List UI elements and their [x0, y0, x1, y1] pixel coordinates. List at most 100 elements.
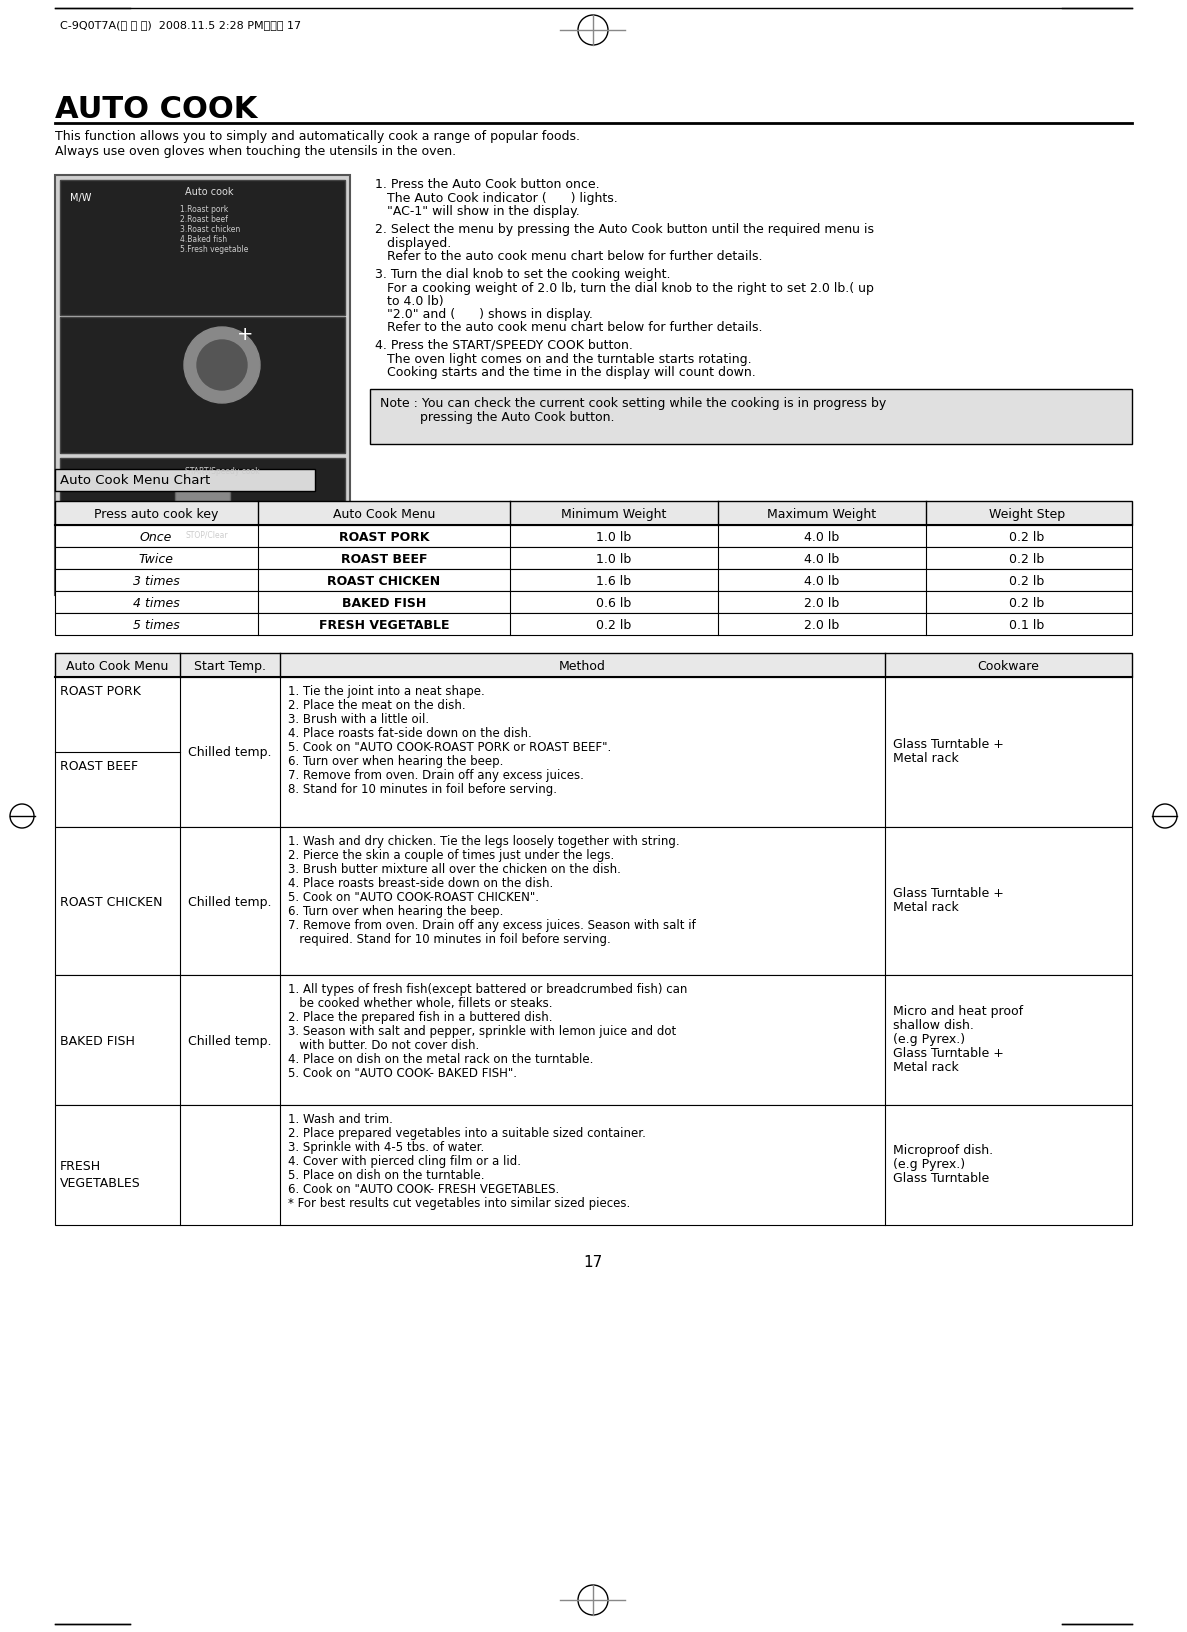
Text: 2.0 lb: 2.0 lb	[805, 597, 839, 610]
Text: ROAST CHICKEN: ROAST CHICKEN	[61, 896, 163, 909]
Bar	[55, 501, 1132, 526]
Text: 2. Place the prepared fish in a buttered dish.: 2. Place the prepared fish in a buttered…	[288, 1010, 552, 1023]
Text: Chilled temp.: Chilled temp.	[189, 746, 272, 759]
Text: 0.2 lb: 0.2 lb	[1009, 574, 1045, 588]
Bar	[55, 827, 1132, 974]
Bar	[55, 974, 1132, 1105]
Text: 3. Brush butter mixture all over the chicken on the dish.: 3. Brush butter mixture all over the chi…	[288, 863, 621, 876]
Bar	[55, 614, 1132, 635]
Text: ROAST PORK: ROAST PORK	[61, 685, 141, 698]
Text: 1. All types of fresh fish(except battered or breadcrumbed fish) can: 1. All types of fresh fish(except batter…	[288, 982, 687, 996]
Text: Chilled temp.: Chilled temp.	[189, 1035, 272, 1048]
Bar	[55, 526, 1132, 547]
Text: 8. Stand for 10 minutes in foil before serving.: 8. Stand for 10 minutes in foil before s…	[288, 783, 557, 796]
Text: The oven light comes on and the turntable starts rotating.: The oven light comes on and the turntabl…	[375, 353, 751, 366]
Text: 5. Cook on "AUTO COOK-ROAST PORK or ROAST BEEF".: 5. Cook on "AUTO COOK-ROAST PORK or ROAS…	[288, 741, 611, 754]
Text: 2. Place the meat on the dish.: 2. Place the meat on the dish.	[288, 698, 465, 712]
Text: 4.0 lb: 4.0 lb	[805, 574, 839, 588]
Bar	[370, 388, 1132, 444]
Text: 5 times: 5 times	[133, 619, 179, 632]
Text: C-9Q0T7A(영 기 분)  2008.11.5 2:28 PM페이지 17: C-9Q0T7A(영 기 분) 2008.11.5 2:28 PM페이지 17	[61, 20, 301, 29]
Text: Glass Turntable +: Glass Turntable +	[893, 1048, 1004, 1061]
Text: 4.0 lb: 4.0 lb	[805, 530, 839, 543]
Text: ROAST BEEF: ROAST BEEF	[341, 553, 427, 566]
Text: Cookware: Cookware	[977, 659, 1039, 672]
Bar	[55, 1105, 1132, 1226]
Text: to 4.0 lb): to 4.0 lb)	[375, 295, 444, 308]
Bar	[55, 175, 350, 596]
Text: Glass Turntable +: Glass Turntable +	[893, 888, 1004, 899]
Bar	[61, 459, 345, 591]
Text: Glass Turntable +: Glass Turntable +	[893, 738, 1004, 751]
Text: (e.g Pyrex.): (e.g Pyrex.)	[893, 1159, 965, 1172]
Bar	[55, 570, 1132, 591]
Text: Twice: Twice	[139, 553, 173, 566]
Text: 6. Turn over when hearing the beep.: 6. Turn over when hearing the beep.	[288, 906, 503, 917]
Text: Metal rack: Metal rack	[893, 752, 959, 765]
Text: FRESH VEGETABLE: FRESH VEGETABLE	[319, 619, 449, 632]
Text: Auto Cook Menu: Auto Cook Menu	[332, 508, 436, 521]
Text: 0.6 lb: 0.6 lb	[596, 597, 631, 610]
Text: Micro and heat proof: Micro and heat proof	[893, 1005, 1023, 1018]
Text: 4. Place roasts breast-side down on the dish.: 4. Place roasts breast-side down on the …	[288, 876, 553, 889]
Text: This function allows you to simply and automatically cook a range of popular foo: This function allows you to simply and a…	[55, 131, 580, 144]
Text: 3.Roast chicken: 3.Roast chicken	[180, 225, 240, 233]
Text: Note : You can check the current cook setting while the cooking is in progress b: Note : You can check the current cook se…	[380, 397, 887, 410]
Text: Method: Method	[559, 659, 605, 672]
Text: 2. Place prepared vegetables into a suitable sized container.: 2. Place prepared vegetables into a suit…	[288, 1128, 646, 1141]
Text: 0.2 lb: 0.2 lb	[596, 619, 631, 632]
Text: 5. Place on dish on the turntable.: 5. Place on dish on the turntable.	[288, 1169, 484, 1182]
Text: 1.Roast pork: 1.Roast pork	[180, 206, 228, 214]
Text: 3. Sprinkle with 4-5 tbs. of water.: 3. Sprinkle with 4-5 tbs. of water.	[288, 1141, 484, 1154]
Text: 4. Cover with pierced cling film or a lid.: 4. Cover with pierced cling film or a li…	[288, 1155, 521, 1169]
Text: Auto Cook Menu: Auto Cook Menu	[65, 659, 169, 672]
Text: BAKED FISH: BAKED FISH	[61, 1035, 135, 1048]
Text: 1.0 lb: 1.0 lb	[596, 530, 631, 543]
Text: 0.1 lb: 0.1 lb	[1009, 619, 1045, 632]
Text: 3. Brush with a little oil.: 3. Brush with a little oil.	[288, 713, 430, 726]
Text: Auto Cook Menu Chart: Auto Cook Menu Chart	[61, 473, 210, 486]
Text: Refer to the auto cook menu chart below for further details.: Refer to the auto cook menu chart below …	[375, 250, 762, 263]
Bar	[55, 591, 1132, 614]
Text: Maximum Weight: Maximum Weight	[768, 508, 876, 521]
Text: 1. Press the Auto Cook button once.: 1. Press the Auto Cook button once.	[375, 178, 599, 191]
Text: with butter. Do not cover dish.: with butter. Do not cover dish.	[288, 1040, 480, 1053]
Text: 2.0 lb: 2.0 lb	[805, 619, 839, 632]
Text: "2.0" and (      ) shows in display.: "2.0" and ( ) shows in display.	[375, 308, 592, 322]
Text: ROAST CHICKEN: ROAST CHICKEN	[328, 574, 440, 588]
Text: START/Speedy cook: START/Speedy cook	[185, 467, 260, 477]
Text: 4.0 lb: 4.0 lb	[805, 553, 839, 566]
Bar	[55, 468, 315, 491]
Text: 3. Turn the dial knob to set the cooking weight.: 3. Turn the dial knob to set the cooking…	[375, 268, 671, 281]
Text: 3 times: 3 times	[133, 574, 179, 588]
Text: 4. Place roasts fat-side down on the dish.: 4. Place roasts fat-side down on the dis…	[288, 726, 532, 739]
Text: shallow dish.: shallow dish.	[893, 1018, 973, 1031]
Text: 2.Roast beef: 2.Roast beef	[180, 215, 228, 224]
Text: Weight Step: Weight Step	[989, 508, 1065, 521]
Text: 1.0 lb: 1.0 lb	[596, 553, 631, 566]
Bar	[174, 480, 230, 535]
Circle shape	[197, 339, 247, 390]
Bar	[55, 653, 1132, 677]
Text: Metal rack: Metal rack	[893, 1061, 959, 1074]
Text: 5.Fresh vegetable: 5.Fresh vegetable	[180, 245, 248, 255]
Text: 5. Cook on "AUTO COOK-ROAST CHICKEN".: 5. Cook on "AUTO COOK-ROAST CHICKEN".	[288, 891, 539, 904]
Text: 7. Remove from oven. Drain off any excess juices. Season with salt if: 7. Remove from oven. Drain off any exces…	[288, 919, 696, 932]
Text: 4. Press the START/SPEEDY COOK button.: 4. Press the START/SPEEDY COOK button.	[375, 339, 633, 353]
Text: ROAST PORK: ROAST PORK	[338, 530, 430, 543]
Text: Microproof dish.: Microproof dish.	[893, 1144, 994, 1157]
Text: 2. Select the menu by pressing the Auto Cook button until the required menu is: 2. Select the menu by pressing the Auto …	[375, 224, 874, 237]
Text: ROAST BEEF: ROAST BEEF	[61, 761, 138, 774]
Bar	[61, 180, 345, 315]
Text: pressing the Auto Cook button.: pressing the Auto Cook button.	[380, 411, 615, 424]
Text: The Auto Cook indicator (      ) lights.: The Auto Cook indicator ( ) lights.	[375, 193, 617, 206]
Text: 7. Remove from oven. Drain off any excess juices.: 7. Remove from oven. Drain off any exces…	[288, 769, 584, 782]
Text: displayed.: displayed.	[375, 237, 451, 250]
Text: Cooking starts and the time in the display will count down.: Cooking starts and the time in the displ…	[375, 366, 756, 379]
Text: For a cooking weight of 2.0 lb, turn the dial knob to the right to set 2.0 lb.( : For a cooking weight of 2.0 lb, turn the…	[375, 282, 874, 295]
Text: Minimum Weight: Minimum Weight	[561, 508, 667, 521]
Bar	[55, 677, 1132, 827]
Text: Refer to the auto cook menu chart below for further details.: Refer to the auto cook menu chart below …	[375, 322, 762, 335]
Bar	[55, 547, 1132, 570]
Text: Glass Turntable: Glass Turntable	[893, 1172, 989, 1185]
